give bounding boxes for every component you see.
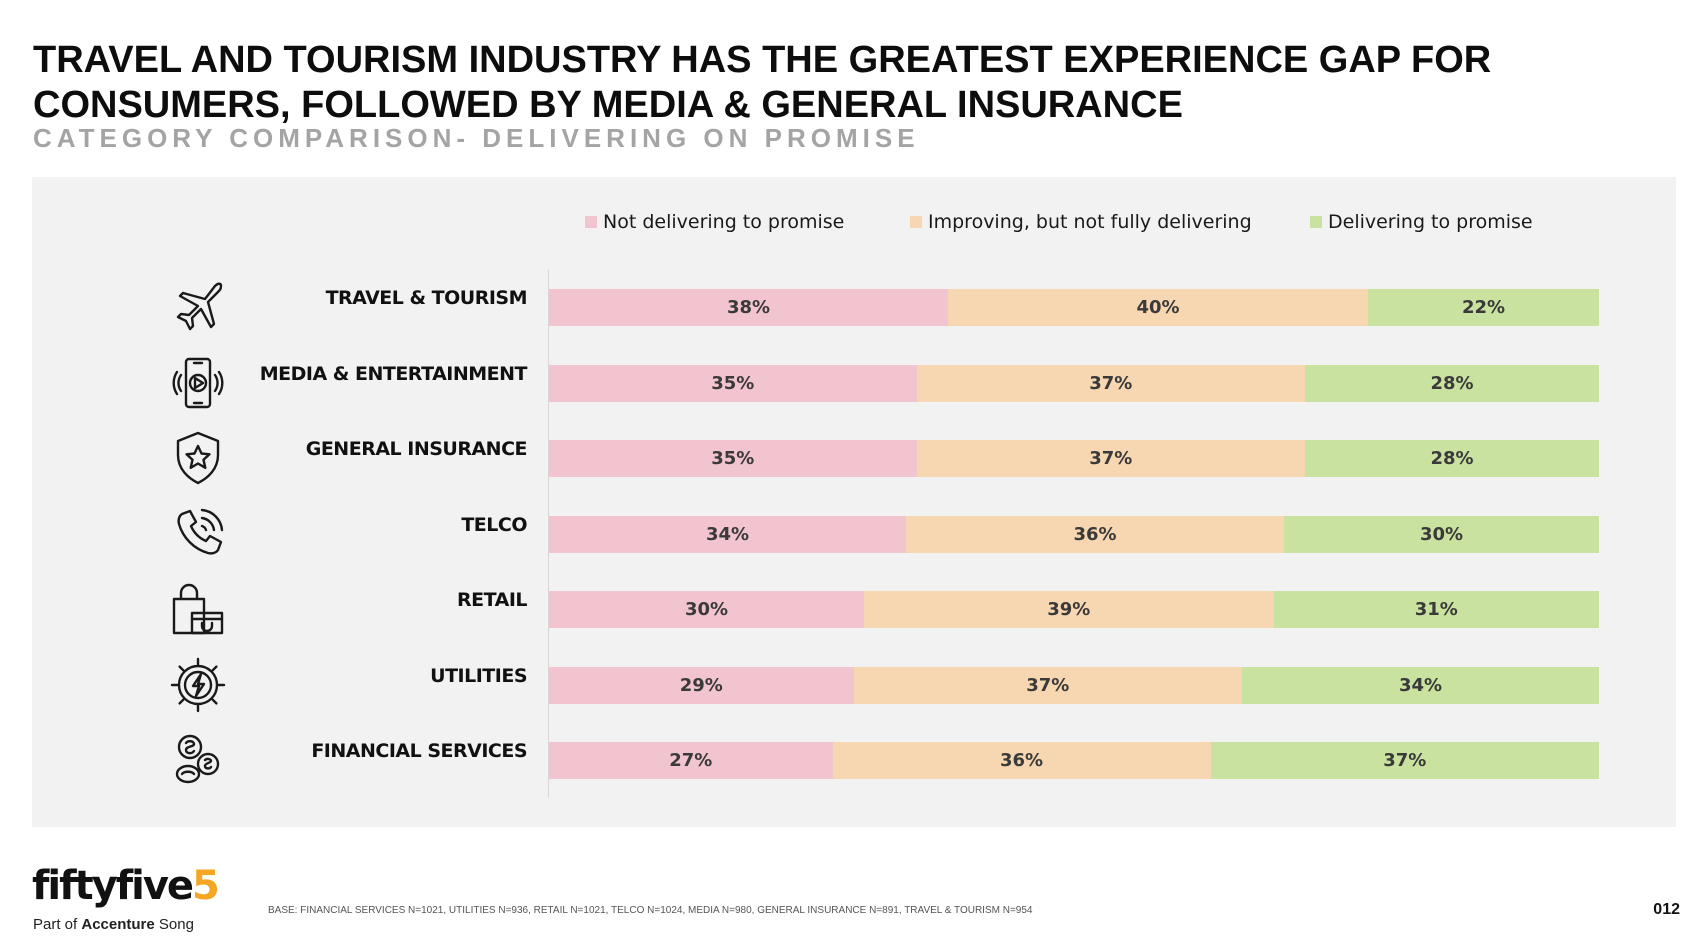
bar-segment: 27% — [549, 742, 833, 779]
bar-segment: 36% — [832, 742, 1211, 779]
legend-label-not-delivering: Not delivering to promise — [603, 211, 845, 233]
slide-subtitle: CATEGORY COMPARISON- DELIVERING ON PROMI… — [33, 123, 920, 153]
bar-segment: 31% — [1273, 591, 1599, 628]
coins-icon — [168, 730, 228, 790]
shield-star-icon — [168, 428, 228, 488]
legend-label-improving: Improving, but not fully delivering — [928, 211, 1252, 233]
slide-title: TRAVEL AND TOURISM INDUSTRY HAS THE GREA… — [33, 38, 1593, 128]
data-label: 37% — [1089, 372, 1133, 394]
part-of-prefix: Part of — [33, 916, 82, 933]
bar-segment: 36% — [906, 515, 1284, 553]
part-of-brand: Accenture — [81, 916, 155, 933]
category-label: MEDIA & ENTERTAINMENT — [259, 362, 528, 385]
data-label: 38% — [726, 297, 771, 318]
legend-swatch-not-delivering — [585, 216, 597, 228]
data-label: 22% — [1461, 297, 1506, 318]
slide-title-line-1: TRAVEL AND TOURISM INDUSTRY HAS THE GREA… — [33, 39, 1492, 81]
data-label: 39% — [1047, 599, 1091, 620]
airplane-icon — [168, 277, 228, 337]
bar-segment: 40% — [948, 289, 1368, 326]
bar-segment: 35% — [549, 440, 917, 477]
bar-segment: 22% — [1368, 289, 1599, 326]
legend-item-not-delivering: Not delivering to promise — [585, 209, 844, 235]
part-of-accenture-song: Part of Accenture Song — [33, 916, 194, 933]
data-label: 40% — [1136, 297, 1180, 318]
chart-panel — [32, 177, 1676, 827]
gear-lightning-icon — [168, 655, 228, 715]
data-label: 28% — [1430, 448, 1474, 469]
bar-segment: 30% — [1284, 515, 1599, 553]
shopping-bag-icon — [168, 579, 228, 639]
data-label: 30% — [1419, 523, 1464, 545]
data-label: 37% — [1383, 750, 1427, 771]
data-label: 34% — [705, 523, 750, 545]
data-label: 36% — [1073, 523, 1117, 545]
category-label: FINANCIAL SERVICES — [311, 740, 527, 762]
data-label: 27% — [669, 750, 713, 771]
bar-segment: 38% — [549, 289, 948, 326]
slide-title-line-2: CONSUMERS, FOLLOWED BY MEDIA & GENERAL I… — [33, 84, 1183, 126]
category-label: GENERAL INSURANCE — [305, 438, 528, 460]
data-label: 36% — [999, 750, 1044, 771]
category-axis-line — [548, 270, 549, 798]
bar-segment: 37% — [916, 440, 1305, 477]
bar-segment: 39% — [864, 591, 1274, 628]
data-label: 30% — [684, 599, 729, 620]
data-label: 34% — [1398, 674, 1443, 696]
data-label: 35% — [711, 448, 755, 469]
data-label: 37% — [1026, 674, 1070, 696]
legend-item-improving: Improving, but not fully delivering — [910, 209, 1252, 235]
fiftyfive5-logo: fiftyfive5 — [32, 863, 220, 909]
bar-segment: 35% — [549, 364, 917, 402]
category-label: TELCO — [461, 513, 527, 536]
category-label: TRAVEL & TOURISM — [325, 287, 528, 309]
phone-ringing-icon — [168, 504, 228, 564]
data-label: 31% — [1414, 599, 1458, 620]
bar-segment: 37% — [853, 666, 1242, 704]
bar-segment: 37% — [1210, 742, 1599, 779]
base-footnote: BASE: FINANCIAL SERVICES N=1021, UTILITI… — [268, 905, 1033, 916]
bar-segment: 37% — [916, 364, 1305, 402]
category-label: RETAIL — [457, 589, 527, 611]
bar-segment: 28% — [1305, 364, 1599, 402]
bar-segment: 28% — [1305, 440, 1599, 477]
legend-swatch-delivering — [1310, 216, 1322, 228]
part-of-suffix: Song — [154, 916, 194, 933]
data-label: 29% — [679, 674, 723, 696]
page-number: 012 — [1653, 901, 1680, 918]
data-label: 28% — [1430, 372, 1474, 394]
legend-item-delivering: Delivering to promise — [1310, 209, 1533, 235]
legend-label-delivering: Delivering to promise — [1328, 211, 1533, 233]
bar-segment: 34% — [549, 515, 906, 553]
category-label: UTILITIES — [430, 664, 527, 687]
bar-segment: 29% — [549, 666, 854, 704]
bar-segment: 30% — [549, 591, 864, 628]
legend-swatch-improving — [910, 216, 922, 228]
logo-text: fiftyfive — [32, 863, 194, 909]
data-label: 35% — [711, 372, 755, 394]
bar-segment: 34% — [1242, 666, 1599, 704]
data-label: 37% — [1089, 448, 1133, 469]
smartphone-play-icon — [168, 353, 228, 413]
logo-accent: 5 — [192, 863, 220, 909]
